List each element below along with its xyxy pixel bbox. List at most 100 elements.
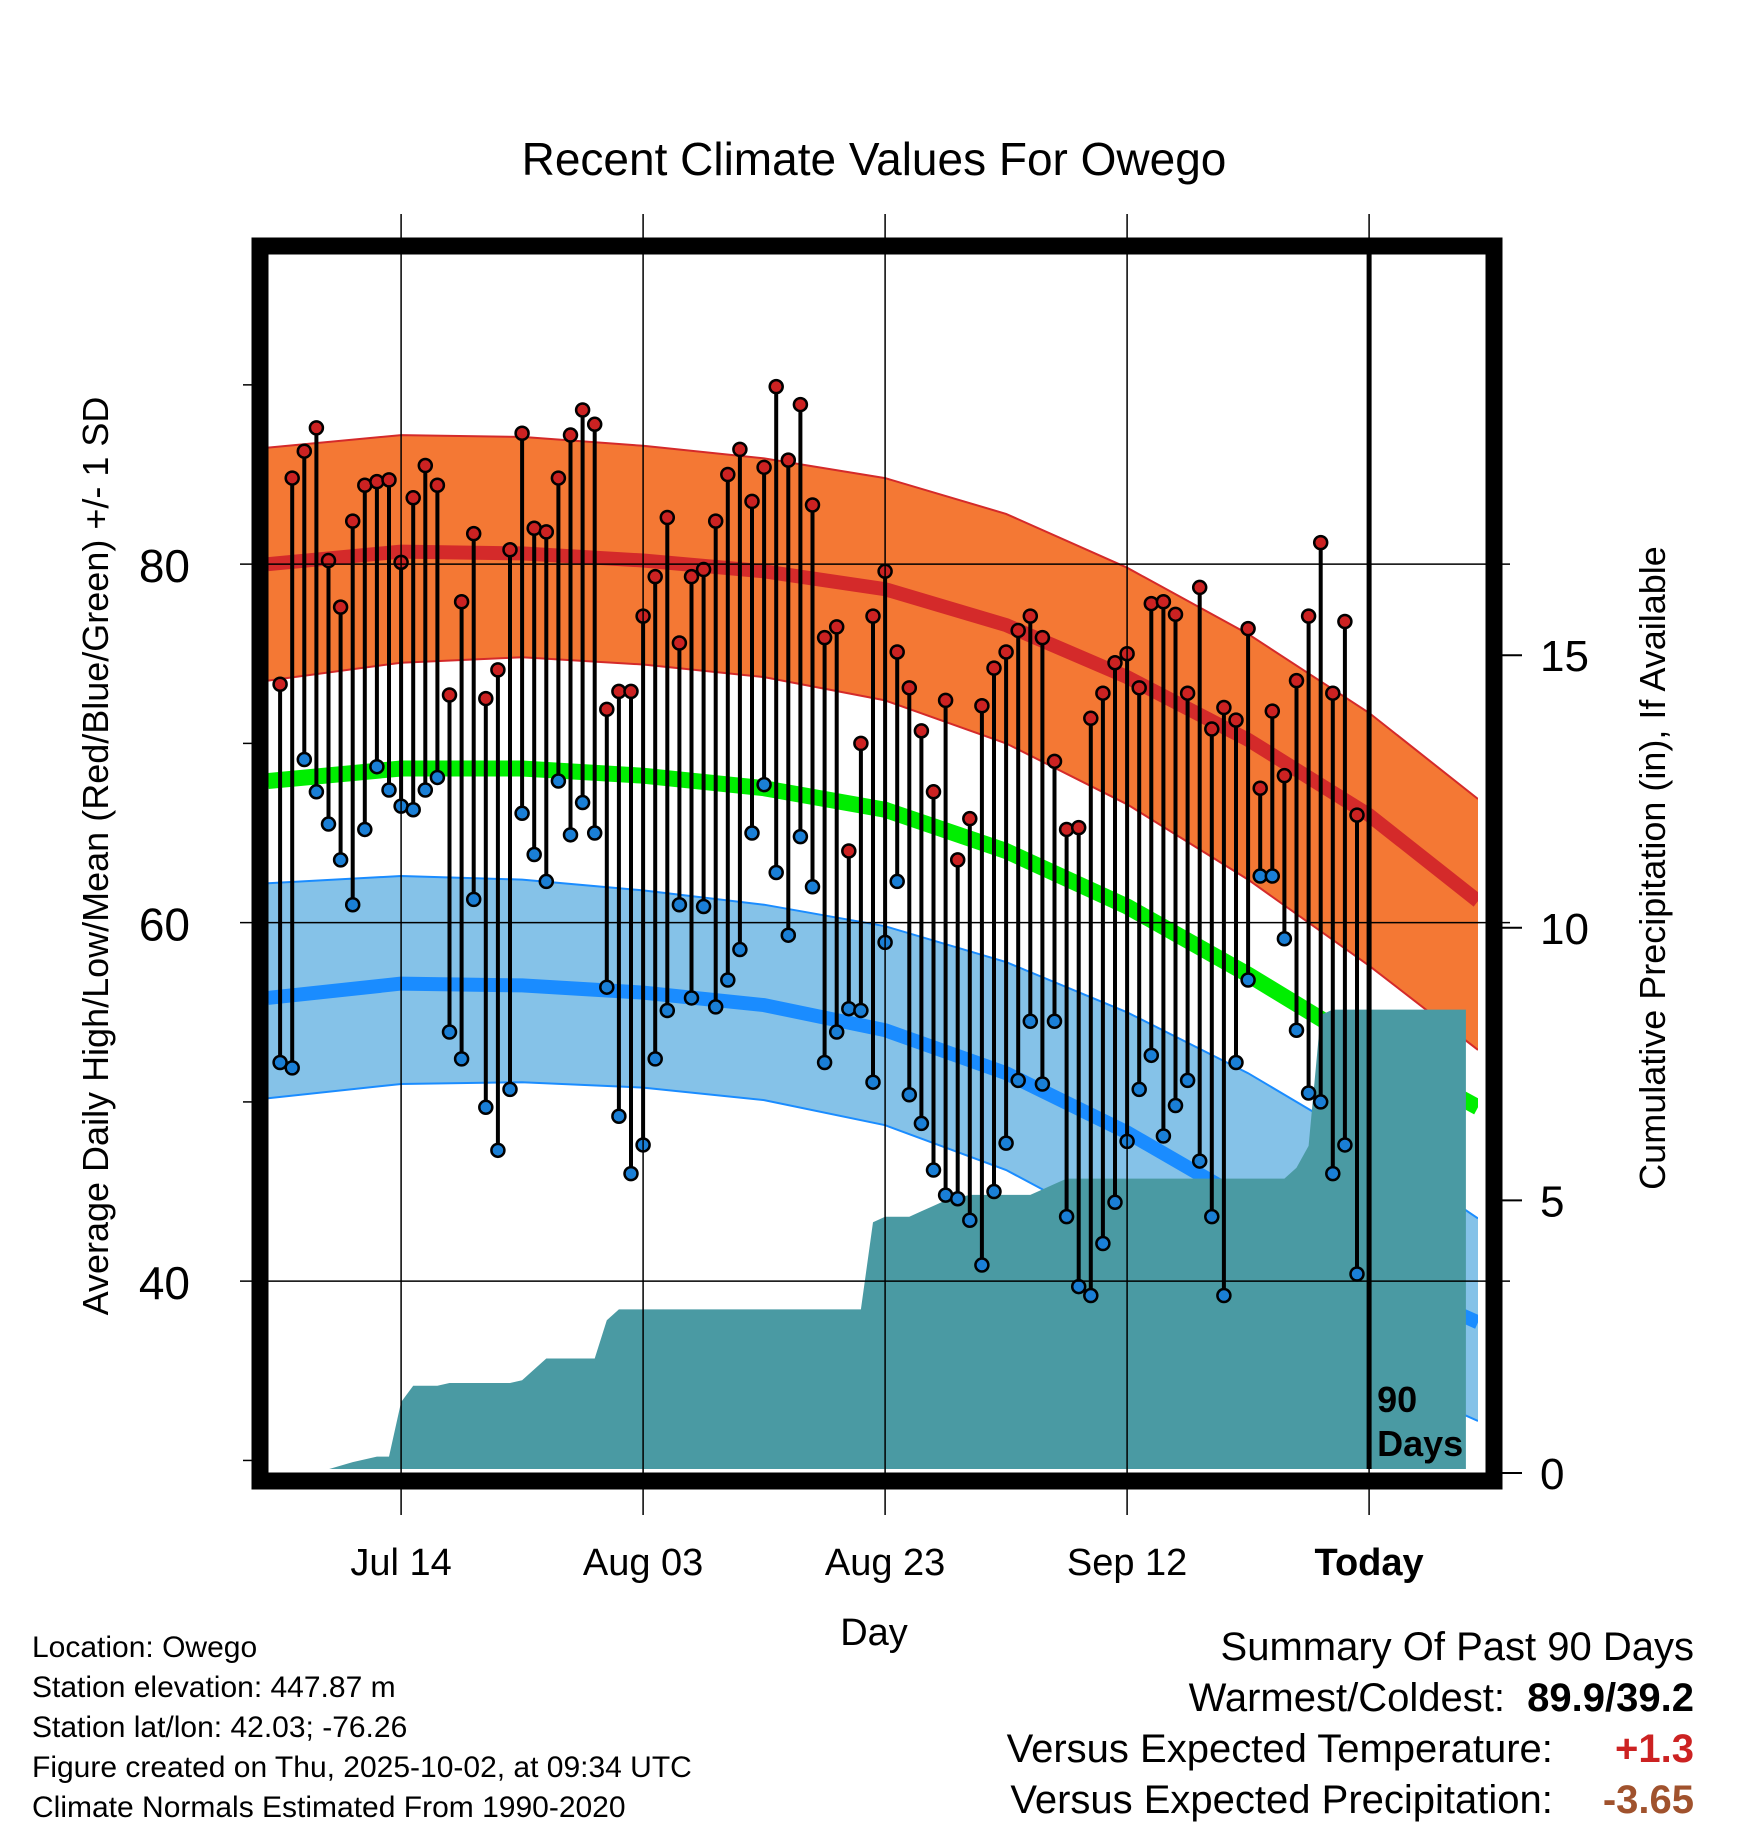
daily-high-point <box>478 690 494 707</box>
chart-title: Recent Climate Values For Owego <box>522 133 1227 185</box>
daily-high-point <box>659 509 676 526</box>
daily-high-point <box>962 810 978 827</box>
daily-low-point <box>417 782 434 798</box>
daily-low-point <box>1240 972 1256 988</box>
daily-low-point <box>1167 1097 1184 1114</box>
daily-high-point <box>865 608 881 624</box>
daily-high-point <box>514 425 530 442</box>
daily-low-point <box>296 751 313 768</box>
daily-high-point <box>828 619 845 635</box>
daily-low-point <box>744 825 760 841</box>
daily-high-point <box>490 662 506 678</box>
daily-high-point <box>465 525 482 542</box>
daily-low-point <box>1143 1047 1160 1064</box>
info-created: Figure created on Thu, 2025-10-02, at 09… <box>32 1751 692 1784</box>
daily-low-point <box>768 864 784 881</box>
summary-warmest-row: Warmest/Coldest: 89.9/39.2 <box>794 1673 1694 1724</box>
daily-low-point <box>1204 1208 1220 1225</box>
daily-high-point <box>1228 712 1244 728</box>
daily-low-point <box>853 1002 869 1019</box>
x-tick-label: Today <box>1315 1542 1424 1584</box>
daily-high-point <box>1300 608 1317 624</box>
daily-high-point <box>441 687 458 703</box>
daily-low-point <box>320 816 337 832</box>
daily-low-point <box>381 782 397 798</box>
daily-high-point <box>695 561 712 578</box>
daily-low-point <box>1179 1072 1196 1089</box>
daily-low-point <box>1095 1235 1111 1252</box>
daily-low-point <box>683 990 700 1006</box>
daily-high-point <box>1058 821 1075 838</box>
daily-low-point <box>623 1165 639 1182</box>
daily-low-point <box>574 794 591 811</box>
daily-low-point <box>1300 1085 1317 1101</box>
daily-high-point <box>780 452 797 468</box>
grid-lines <box>240 214 1510 1515</box>
daily-high-point <box>1288 672 1305 689</box>
daily-high-point <box>623 683 639 700</box>
daily-low-point <box>901 1087 918 1103</box>
daily-low-point <box>913 1115 930 1132</box>
daily-low-point <box>1264 868 1281 884</box>
daily-high-point <box>1010 622 1026 639</box>
daily-high-point <box>744 493 760 510</box>
y-tick-label: 80 <box>139 540 190 592</box>
daily-high-point <box>1240 620 1256 637</box>
daily-low-point <box>695 898 712 915</box>
x-tick-label: Jul 14 <box>350 1542 451 1584</box>
station-info: Location: Owego Station elevation: 447.8… <box>32 1628 692 1828</box>
daily-high-point <box>1083 710 1099 727</box>
today-days-label: Days <box>1377 1423 1463 1464</box>
daily-high-point <box>1264 703 1281 719</box>
daily-low-point <box>429 769 446 786</box>
daily-high-point <box>949 852 966 868</box>
daily-low-point <box>1010 1072 1026 1089</box>
summary-heading: Summary Of Past 90 Days <box>1220 1625 1694 1669</box>
daily-low-point <box>1107 1194 1123 1211</box>
daily-low-point <box>707 999 724 1015</box>
daily-low-point <box>1070 1278 1087 1295</box>
daily-low-point <box>1325 1165 1341 1182</box>
x-axis-label: Day <box>840 1612 908 1654</box>
daily-low-point <box>828 1024 845 1040</box>
daily-high-point <box>1216 699 1232 716</box>
daily-low-point <box>986 1183 1002 1200</box>
daily-high-point <box>1179 685 1196 701</box>
daily-high-point <box>344 513 361 529</box>
daily-high-point <box>574 402 591 418</box>
daily-high-point <box>1276 767 1293 784</box>
daily-low-point <box>1349 1266 1365 1282</box>
daily-low-point <box>308 784 325 800</box>
summary-temp-value: +1.3 <box>1615 1727 1694 1771</box>
daily-low-point <box>647 1051 663 1067</box>
daily-low-point <box>357 821 373 838</box>
daily-high-point <box>1312 534 1329 551</box>
info-normals: Climate Normals Estimated From 1990-2020 <box>32 1791 626 1824</box>
daily-low-point <box>1046 1013 1063 1030</box>
daily-low-point <box>865 1074 881 1090</box>
daily-high-point <box>1349 807 1365 823</box>
daily-high-point <box>1070 819 1087 836</box>
daily-high-point <box>1325 685 1341 701</box>
daily-low-point <box>284 1060 300 1076</box>
daily-high-point <box>405 490 421 506</box>
daily-high-point <box>816 629 833 646</box>
daily-low-point <box>1191 1153 1208 1169</box>
precip-area <box>329 1009 1466 1469</box>
daily-low-point <box>441 1024 458 1040</box>
today-days-label: 90 <box>1377 1379 1417 1420</box>
daily-high-point <box>1204 721 1220 737</box>
daily-low-point <box>611 1108 627 1125</box>
daily-low-point <box>925 1162 942 1178</box>
daily-high-point <box>1107 654 1123 671</box>
daily-low-point <box>550 773 567 789</box>
daily-high-point <box>562 427 579 443</box>
daily-high-point <box>804 497 821 513</box>
summary-temp-label: Versus Expected Temperature: <box>1006 1727 1553 1771</box>
daily-high-point <box>671 635 688 651</box>
x-tick-label: Aug 23 <box>825 1542 945 1584</box>
daily-high-point <box>284 470 300 486</box>
daily-high-point <box>538 524 555 540</box>
daily-high-point <box>1337 613 1353 630</box>
daily-high-point <box>732 441 748 458</box>
